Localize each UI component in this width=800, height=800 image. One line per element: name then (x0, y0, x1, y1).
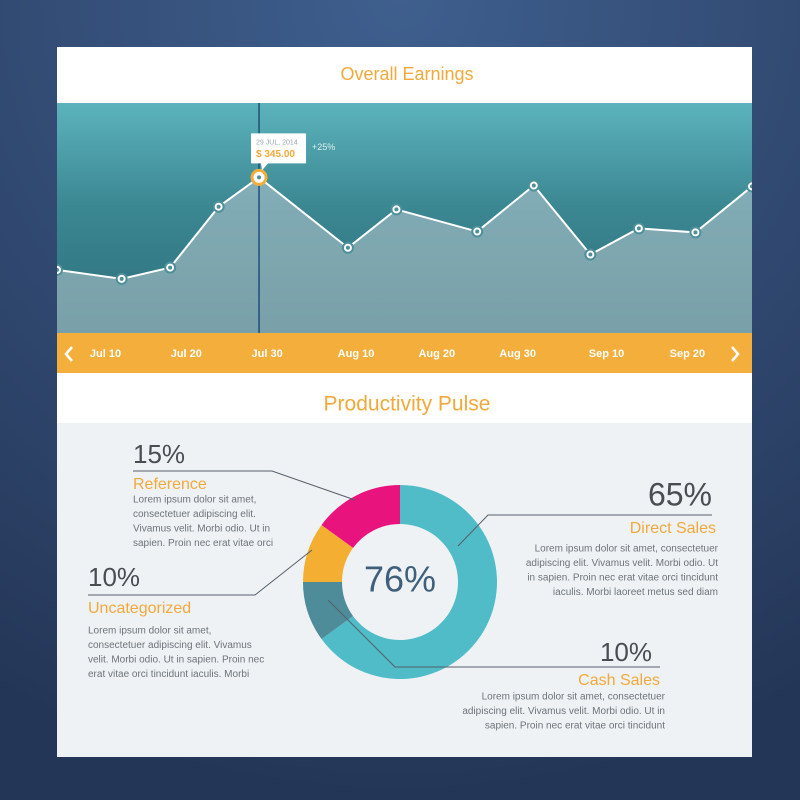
point-dot (168, 265, 173, 270)
description: Lorem ipsum dolor sit amet, (88, 626, 211, 637)
description: sapien. Proin nec erat vitae orci tincid… (485, 721, 665, 732)
category-label: Cash Sales (578, 672, 660, 689)
x-tick-label: Jul 10 (90, 348, 121, 360)
point-dot (57, 267, 59, 272)
tooltip-date: 29 JUL, 2014 (256, 139, 298, 146)
category-label: Reference (133, 476, 207, 493)
category-label: Direct Sales (630, 520, 716, 537)
description: Lorem ipsum dolor sit amet, (133, 495, 256, 506)
description: adipiscing elit. Vivamus velit. Morbi od… (462, 706, 665, 717)
slice (303, 524, 354, 582)
description: adipiscing elit. Vivamus velit. Morbi od… (526, 558, 718, 569)
point-dot (345, 245, 350, 250)
point-dot (588, 252, 593, 257)
x-axis-bar (57, 333, 752, 373)
chart-title: Overall Earnings (340, 64, 473, 84)
area (57, 177, 752, 333)
x-tick-label: Aug 10 (338, 348, 375, 360)
point-dot (636, 226, 641, 231)
tooltip-change: +25% (312, 142, 335, 152)
slice (321, 485, 400, 548)
description: consectetuer adipiscing elit. Vivamus (88, 640, 252, 651)
description: iaculis. Morbi laoreet metus sed diam (553, 587, 718, 598)
point-dot (475, 229, 480, 234)
leader-line (88, 549, 313, 596)
description: Lorem ipsum dolor sit amet, consectetuer (535, 544, 719, 555)
point-dot (119, 276, 124, 281)
center-label: 76% (364, 559, 436, 600)
next-arrow[interactable] (731, 346, 740, 362)
value-label: 10% (88, 562, 140, 592)
description: consectetuer adipiscing elit. (133, 509, 256, 520)
description: Lorem ipsum dolor sit amet, consectetuer (482, 692, 666, 703)
slice (321, 485, 498, 680)
point-dot (693, 230, 698, 235)
point-dot (531, 183, 536, 188)
description: velit. Morbi odio. Ut in sapien. Proin n… (88, 655, 264, 666)
description: Vivamus velit. Morbi odio. Ut in (133, 524, 270, 535)
x-tick-label: Jul 30 (252, 348, 283, 360)
x-tick-label: Sep 20 (670, 348, 705, 360)
value-label: 65% (648, 476, 712, 512)
x-tick-label: Aug 30 (499, 348, 536, 360)
header (57, 47, 752, 103)
section-header (57, 373, 752, 423)
slice (303, 582, 354, 640)
value-label: 10% (600, 637, 652, 667)
point-dot (216, 204, 221, 209)
donut: 76% 65% Direct Sales Lorem ipsum dolor sit … (88, 439, 719, 732)
tooltip-value: $ 345.00 (256, 149, 295, 160)
tooltip (251, 133, 307, 171)
leader-line (133, 470, 356, 501)
leader-line (327, 599, 660, 668)
point-dot (257, 175, 262, 180)
chart-title: Productivity Pulse (324, 393, 491, 416)
point-dot (394, 207, 399, 212)
value-label: 15% (133, 439, 185, 469)
point-dot (750, 184, 752, 189)
point (57, 263, 63, 276)
description: sapien. Proin nec erat vitae orci (133, 538, 273, 549)
x-tick-label: Aug 20 (418, 348, 455, 360)
description: erat vitae orci tincidunt iaculis. Morbi (88, 669, 249, 680)
description: in sapien. Proin nec erat vitae orci tin… (527, 573, 718, 584)
x-tick-label: Jul 20 (171, 348, 202, 360)
point (746, 180, 752, 193)
category-label: Uncategorized (88, 600, 191, 617)
leader-line (457, 514, 712, 547)
prev-arrow[interactable] (64, 346, 73, 362)
x-tick-label: Sep 10 (589, 348, 624, 360)
